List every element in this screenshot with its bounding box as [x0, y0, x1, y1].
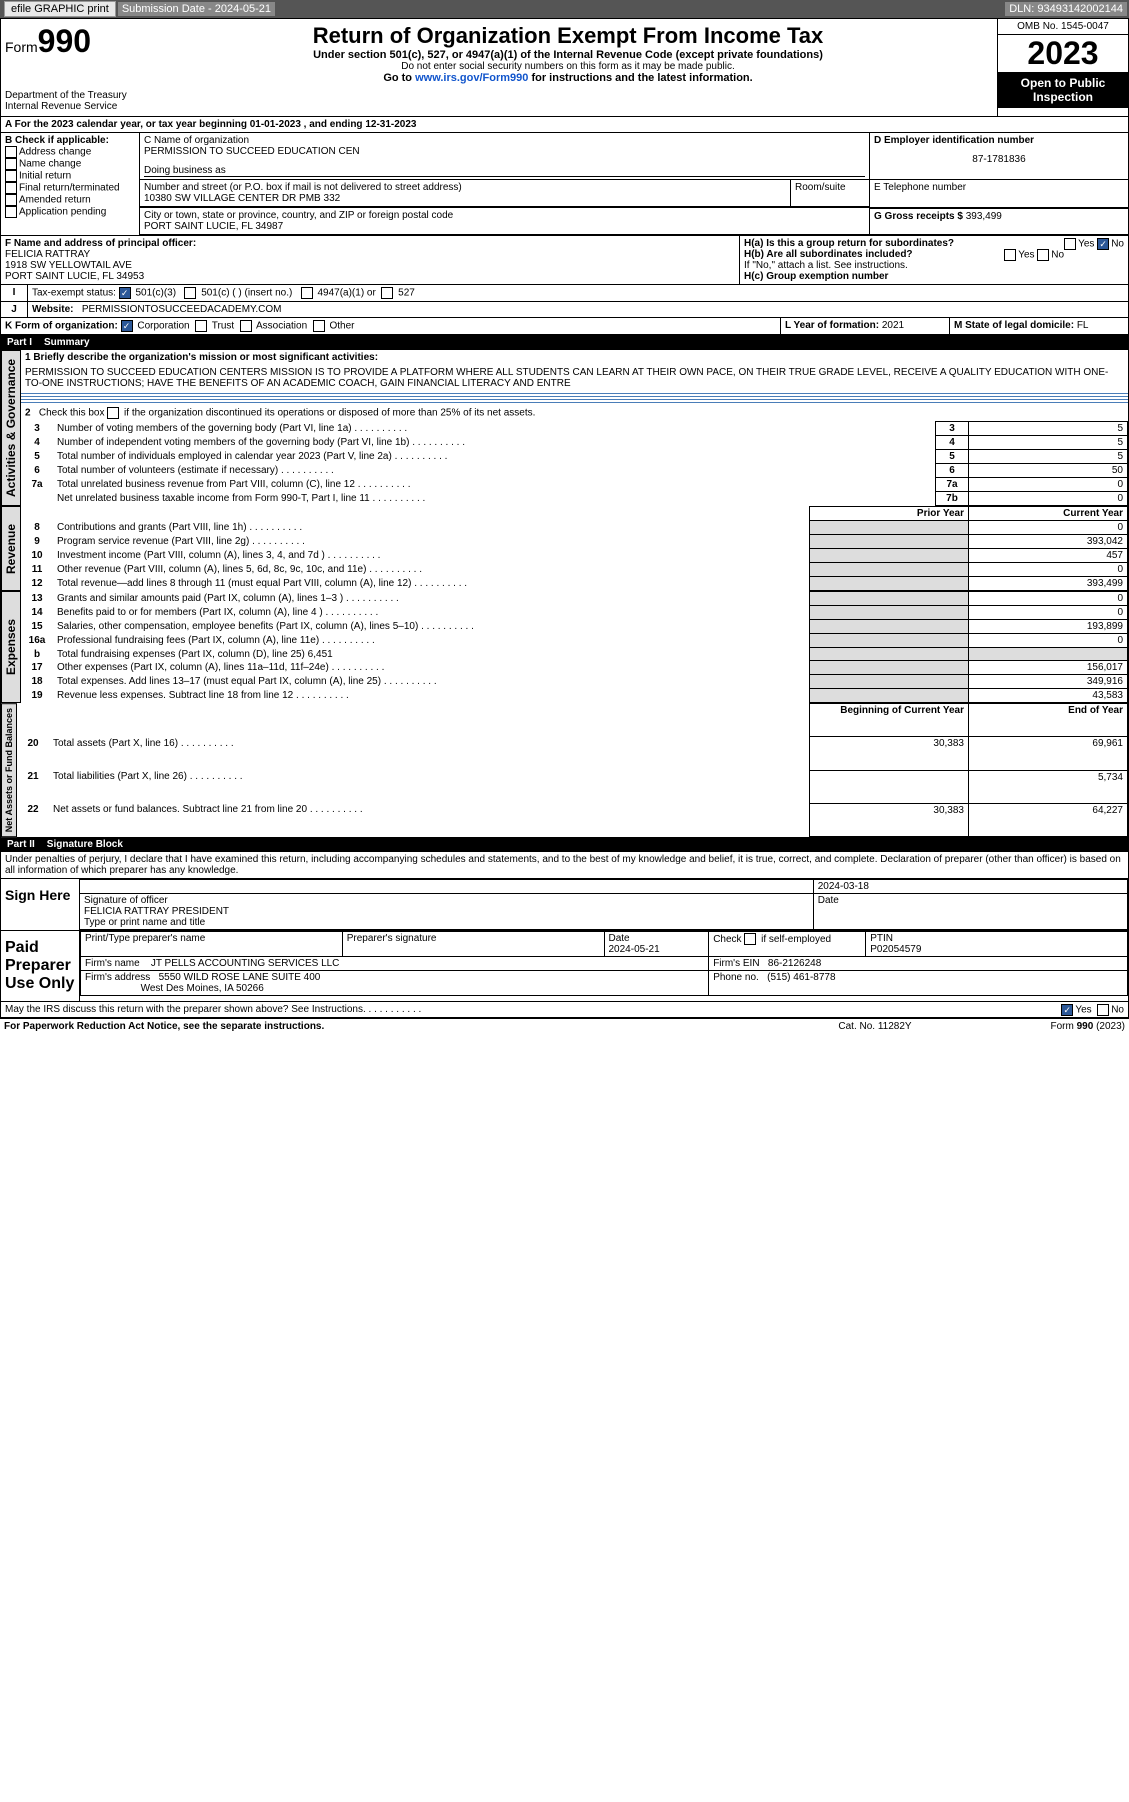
- hb-no-chk[interactable]: [1037, 249, 1049, 261]
- tax-status: Tax-exempt status: ✓ 501(c)(3) 501(c) ( …: [28, 285, 1128, 301]
- org-name: PERMISSION TO SUCCEED EDUCATION CEN: [144, 146, 865, 157]
- dba-lbl: Doing business as: [144, 165, 865, 177]
- form-header: Form990 Department of the Treasury Inter…: [1, 19, 1128, 117]
- irs-link[interactable]: www.irs.gov/Form990: [415, 72, 528, 84]
- g-lbl: G Gross receipts $: [874, 211, 963, 222]
- officer-addr2: PORT SAINT LUCIE, FL 34953: [5, 271, 144, 282]
- form-number: Form990: [5, 23, 135, 60]
- discuss-line: May the IRS discuss this return with the…: [1, 1002, 1128, 1018]
- form-title: Return of Organization Exempt From Incom…: [143, 23, 993, 49]
- net-assets-table: Beginning of Current YearEnd of Year20To…: [17, 703, 1128, 837]
- q2: 2 Check this box if the organization dis…: [21, 405, 1128, 421]
- form-container: Form990 Department of the Treasury Inter…: [0, 18, 1129, 1019]
- declaration: Under penalties of perjury, I declare th…: [1, 852, 1128, 879]
- ha-no-chk[interactable]: ✓: [1097, 238, 1109, 250]
- omb: OMB No. 1545-0047: [998, 19, 1128, 35]
- street-addr: 10380 SW VILLAGE CENTER DR PMB 332: [144, 193, 786, 204]
- discuss-no[interactable]: [1097, 1004, 1109, 1016]
- d-lbl: D Employer identification number: [874, 135, 1034, 146]
- website: PERMISSIONTOSUCCEEDACADEMY.COM: [82, 304, 282, 315]
- officer-addr1: 1918 SW YELLOWTAIL AVE: [5, 260, 132, 271]
- officer-name: FELICIA RATTRAY: [5, 249, 90, 260]
- subtitle1: Under section 501(c), 527, or 4947(a)(1)…: [143, 49, 993, 61]
- domicile: FL: [1077, 320, 1089, 331]
- revenue-table: Prior YearCurrent Year8Contributions and…: [21, 506, 1128, 591]
- year-formation: 2021: [882, 320, 904, 331]
- e-lbl: E Telephone number: [870, 180, 1128, 207]
- sign-here: Sign Here 2024-03-18 Signature of office…: [1, 879, 1128, 931]
- addr-lbl: Number and street (or P.O. box if mail i…: [144, 182, 462, 193]
- ein: 87-1781836: [874, 146, 1124, 173]
- inspection-notice: Open to Public Inspection: [998, 72, 1128, 108]
- line-a: A For the 2023 calendar year, or tax yea…: [1, 117, 1128, 133]
- city-lbl: City or town, state or province, country…: [144, 210, 865, 221]
- ha-yes-chk[interactable]: [1064, 238, 1076, 250]
- dept: Department of the Treasury: [5, 90, 135, 101]
- subtitle3: Go to www.irs.gov/Form990 for instructio…: [143, 72, 993, 84]
- tax-year: 2023: [998, 35, 1128, 72]
- rev-label: Revenue: [1, 506, 21, 591]
- submission-date: Submission Date - 2024-05-21: [118, 2, 275, 16]
- room-lbl: Room/suite: [791, 180, 870, 207]
- footer: For Paperwork Reduction Act Notice, see …: [0, 1019, 1129, 1034]
- form-of-org: K Form of organization: ✓ Corporation Tr…: [1, 318, 781, 334]
- efile-btn[interactable]: efile GRAPHIC print: [4, 1, 116, 17]
- topbar: efile GRAPHIC print Submission Date - 20…: [0, 0, 1129, 18]
- exp-label: Expenses: [1, 591, 21, 703]
- h-b: H(b) Are all subordinates included? Yes …: [744, 249, 1124, 260]
- part1-header: Part ISummary: [1, 335, 1128, 350]
- mission: PERMISSION TO SUCCEED EDUCATION CENTERS …: [21, 365, 1128, 391]
- h-a: H(a) Is this a group return for subordin…: [744, 238, 1124, 249]
- q1: 1 Briefly describe the organization's mi…: [25, 352, 378, 363]
- f-lbl: F Name and address of principal officer:: [5, 238, 196, 249]
- irs: Internal Revenue Service: [5, 101, 135, 112]
- h-note: If "No," attach a list. See instructions…: [744, 260, 1124, 271]
- h-c: H(c) Group exemption number: [744, 271, 1124, 282]
- section-b: B Check if applicable: Address changeNam…: [1, 133, 140, 235]
- city: PORT SAINT LUCIE, FL 34987: [144, 221, 865, 232]
- expenses-table: 13Grants and similar amounts paid (Part …: [21, 591, 1128, 703]
- subtitle2: Do not enter social security numbers on …: [143, 61, 993, 72]
- governance-table: 3Number of voting members of the governi…: [21, 421, 1128, 506]
- paid-preparer: Paid Preparer Use Only Print/Type prepar…: [1, 931, 1128, 1002]
- gov-label: Activities & Governance: [1, 350, 21, 506]
- hb-yes-chk[interactable]: [1004, 249, 1016, 261]
- part2-header: Part IISignature Block: [1, 837, 1128, 852]
- c-name-lbl: C Name of organization: [144, 135, 865, 146]
- gross-receipts: 393,499: [966, 211, 1002, 222]
- net-label: Net Assets or Fund Balances: [1, 703, 17, 837]
- discuss-yes[interactable]: ✓: [1061, 1004, 1073, 1016]
- dln: DLN: 93493142002144: [1005, 2, 1127, 16]
- 501c3-chk[interactable]: ✓: [119, 287, 131, 299]
